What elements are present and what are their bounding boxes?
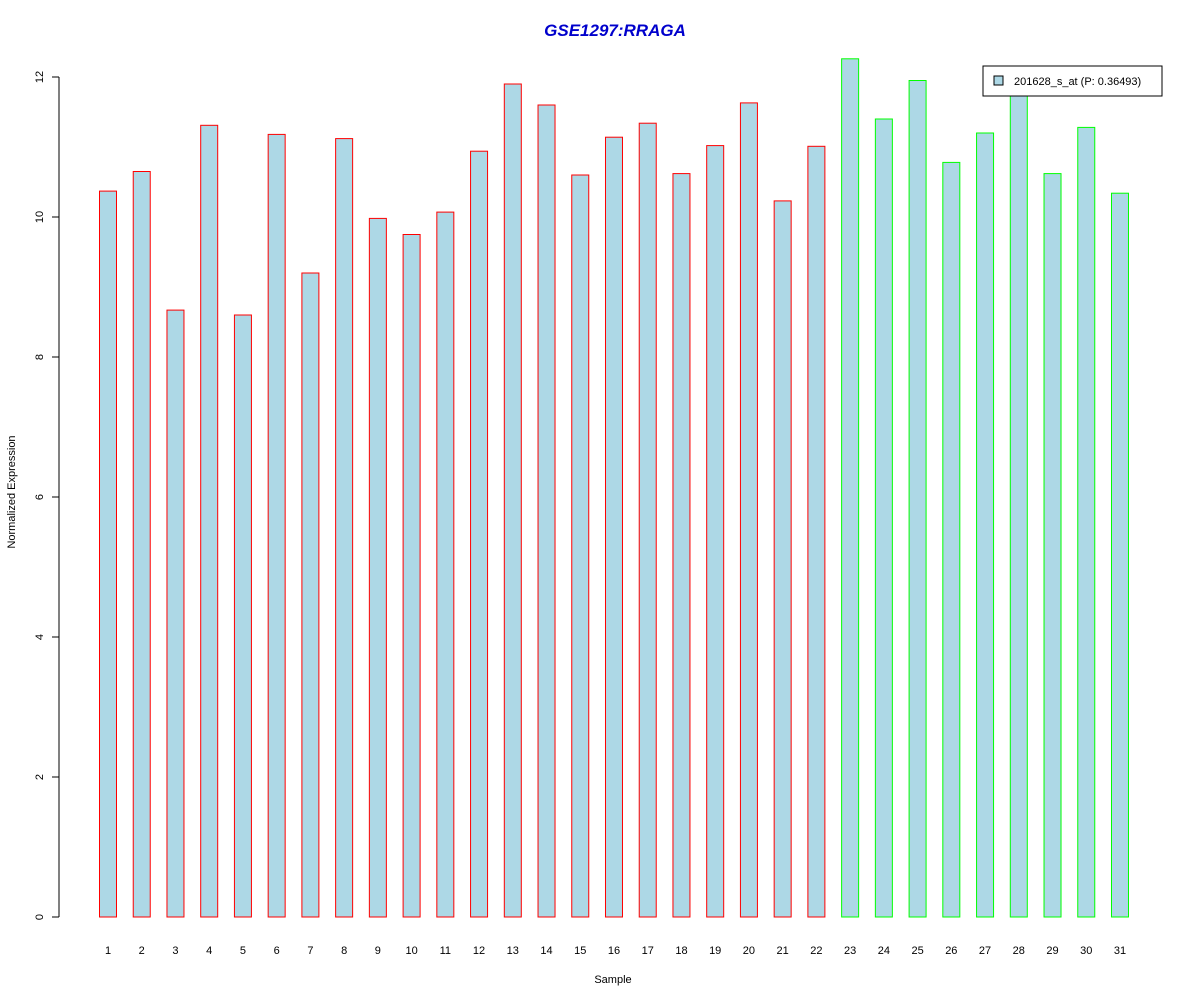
y-tick-label: 8	[34, 354, 46, 360]
x-tick-label: 12	[473, 945, 485, 957]
y-tick-label: 0	[34, 914, 46, 920]
bar	[706, 145, 725, 918]
bar	[874, 118, 893, 918]
x-tick-label: 5	[240, 945, 246, 957]
y-tick-label: 6	[34, 494, 46, 500]
bar	[1043, 173, 1062, 918]
y-tick-label: 10	[34, 211, 46, 223]
bar	[132, 171, 151, 918]
bar	[200, 124, 219, 918]
legend-swatch	[993, 75, 1004, 86]
x-tick-label: 31	[1114, 945, 1126, 957]
x-tick-label: 23	[844, 945, 856, 957]
bar	[672, 173, 691, 918]
x-tick-label: 19	[709, 945, 721, 957]
x-tick-label: 18	[675, 945, 687, 957]
x-tick-label: 26	[945, 945, 957, 957]
y-tick-label: 4	[34, 634, 46, 640]
bar	[638, 122, 657, 918]
x-tick-label: 14	[540, 945, 552, 957]
x-tick-label: 21	[777, 945, 789, 957]
bar	[739, 102, 758, 918]
x-tick-label: 1	[105, 945, 111, 957]
chart-title: GSE1297:RRAGA	[544, 21, 686, 40]
bar	[807, 145, 826, 918]
y-tick-label: 12	[34, 71, 46, 83]
bar	[604, 136, 623, 918]
bar	[233, 314, 252, 918]
bars	[99, 58, 1129, 918]
bar	[470, 150, 489, 918]
y-tick-label: 2	[34, 774, 46, 780]
bar	[267, 133, 286, 918]
x-tick-label: 28	[1013, 945, 1025, 957]
bar	[402, 234, 421, 918]
legend: 201628_s_at (P: 0.36493)	[982, 65, 1163, 97]
bar	[503, 83, 522, 918]
bar	[335, 138, 354, 918]
x-axis-labels: 1 2 3 4 5 6 7 8 9 10 11 12 13 14 15 16 17 18 19 20 21 22 23 24 2…	[105, 945, 1126, 957]
x-tick-label: 4	[206, 945, 212, 957]
x-tick-label: 13	[507, 945, 519, 957]
bar	[942, 161, 961, 918]
bar	[1009, 90, 1028, 918]
bar	[1110, 192, 1129, 918]
x-tick-label: 30	[1080, 945, 1092, 957]
x-tick-label: 9	[375, 945, 381, 957]
bar	[571, 174, 590, 918]
x-axis-label: Sample	[594, 974, 631, 986]
bar	[99, 190, 117, 918]
x-tick-label: 10	[405, 945, 417, 957]
x-tick-label: 27	[979, 945, 991, 957]
x-tick-label: 16	[608, 945, 620, 957]
x-tick-label: 17	[642, 945, 654, 957]
x-tick-label: 24	[878, 945, 890, 957]
x-tick-label: 8	[341, 945, 347, 957]
x-tick-label: 7	[307, 945, 313, 957]
legend-label: 201628_s_at (P: 0.36493)	[1014, 76, 1141, 88]
x-tick-label: 22	[810, 945, 822, 957]
bar	[537, 104, 556, 918]
x-tick-label: 11	[440, 945, 451, 957]
bar	[908, 80, 927, 918]
legend-box	[982, 65, 1163, 97]
y-axis: 0 2 4 6 8 10 12	[34, 71, 60, 920]
y-axis-label: Normalized Expression	[6, 435, 18, 548]
bar	[976, 132, 995, 918]
bar	[841, 58, 860, 918]
x-tick-label: 15	[574, 945, 586, 957]
x-tick-label: 2	[139, 945, 145, 957]
bar	[166, 309, 185, 918]
bar	[436, 211, 455, 918]
bar	[368, 217, 387, 918]
x-tick-label: 29	[1046, 945, 1058, 957]
x-tick-label: 20	[743, 945, 755, 957]
x-tick-label: 6	[274, 945, 280, 957]
x-tick-label: 25	[911, 945, 923, 957]
bar	[773, 200, 792, 918]
bar	[301, 272, 320, 918]
x-tick-label: 3	[172, 945, 178, 957]
bar	[1077, 126, 1096, 918]
